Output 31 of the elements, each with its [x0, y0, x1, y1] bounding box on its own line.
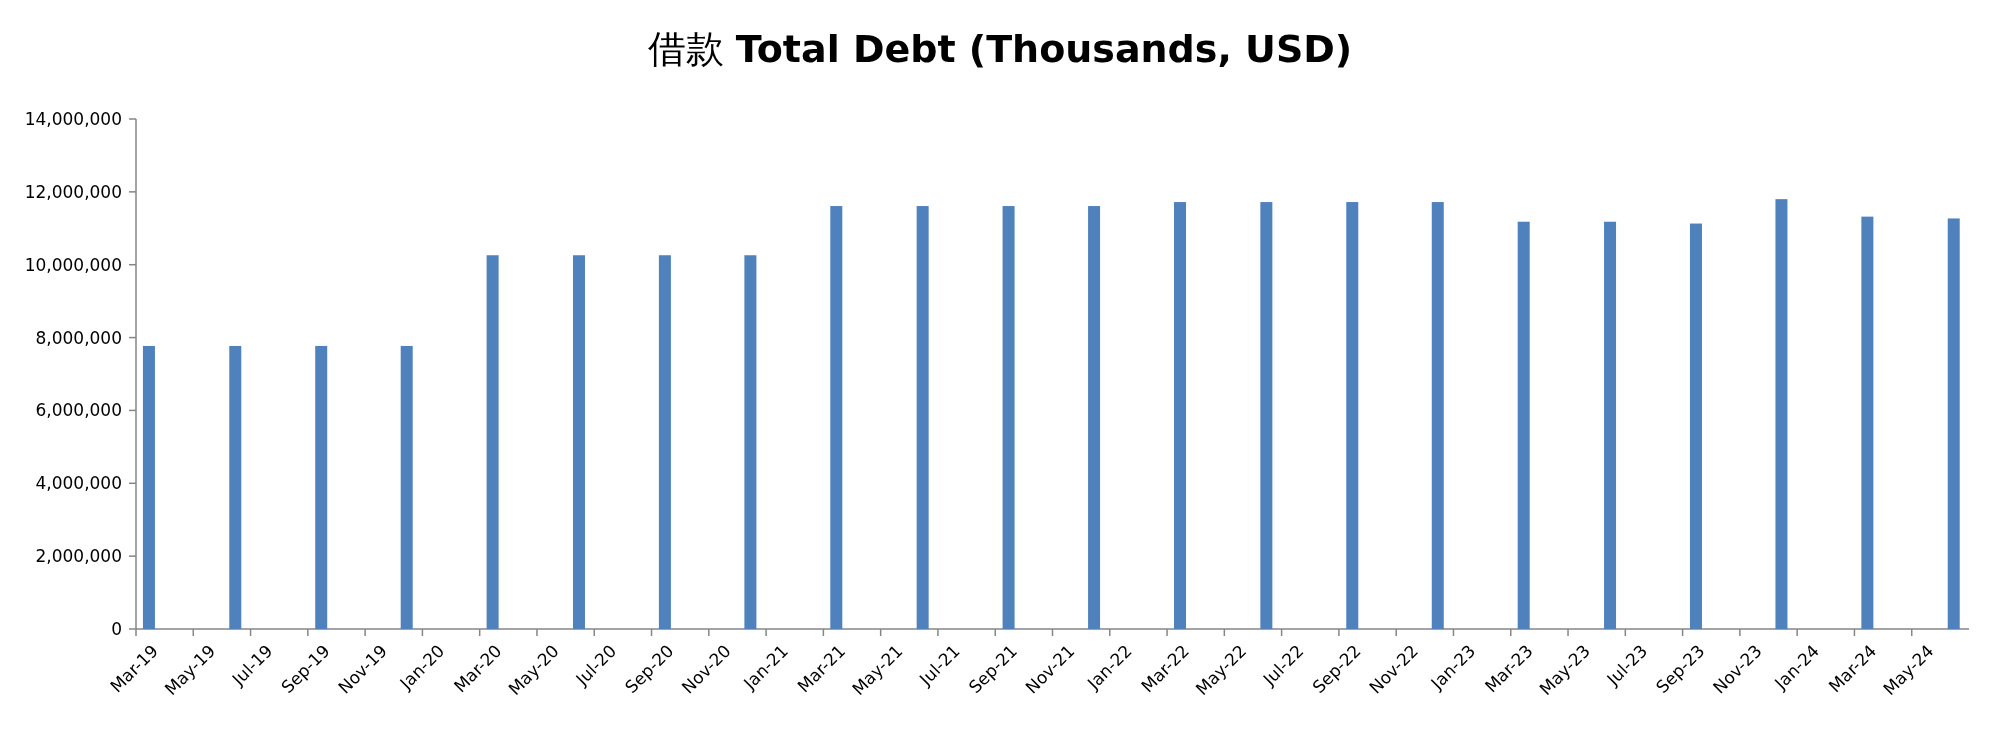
bar: [658, 255, 671, 629]
y-tick-label: 8,000,000: [35, 327, 122, 348]
chart-title: 借款 Total Debt (Thousands, USD): [647, 27, 1353, 71]
bar: [1174, 202, 1186, 629]
bar: [744, 255, 757, 629]
bar: [1260, 202, 1273, 629]
bar: [315, 345, 328, 629]
bar: [1346, 202, 1359, 629]
bar: [1517, 221, 1530, 629]
bar: [1861, 216, 1874, 629]
bar: [1775, 199, 1788, 629]
y-tick-label: 2,000,000: [35, 546, 122, 567]
bar: [229, 345, 242, 629]
bar: [572, 255, 585, 629]
bar: [1002, 206, 1015, 629]
bar: [1604, 221, 1617, 629]
bar: [916, 206, 929, 629]
bar: [400, 345, 413, 629]
bar: [142, 345, 155, 629]
bar: [1947, 218, 1960, 629]
bar: [1431, 202, 1444, 629]
y-tick-label: 4,000,000: [35, 473, 122, 494]
bar: [1088, 206, 1101, 629]
y-tick-label: 14,000,000: [24, 109, 122, 129]
bar: [486, 255, 499, 629]
y-tick-label: 0: [111, 619, 122, 639]
y-tick-label: 10,000,000: [24, 254, 122, 275]
bar: [830, 206, 843, 629]
bar: [1689, 223, 1702, 629]
y-tick-label: 12,000,000: [24, 181, 122, 202]
y-tick-label: 6,000,000: [35, 400, 122, 421]
